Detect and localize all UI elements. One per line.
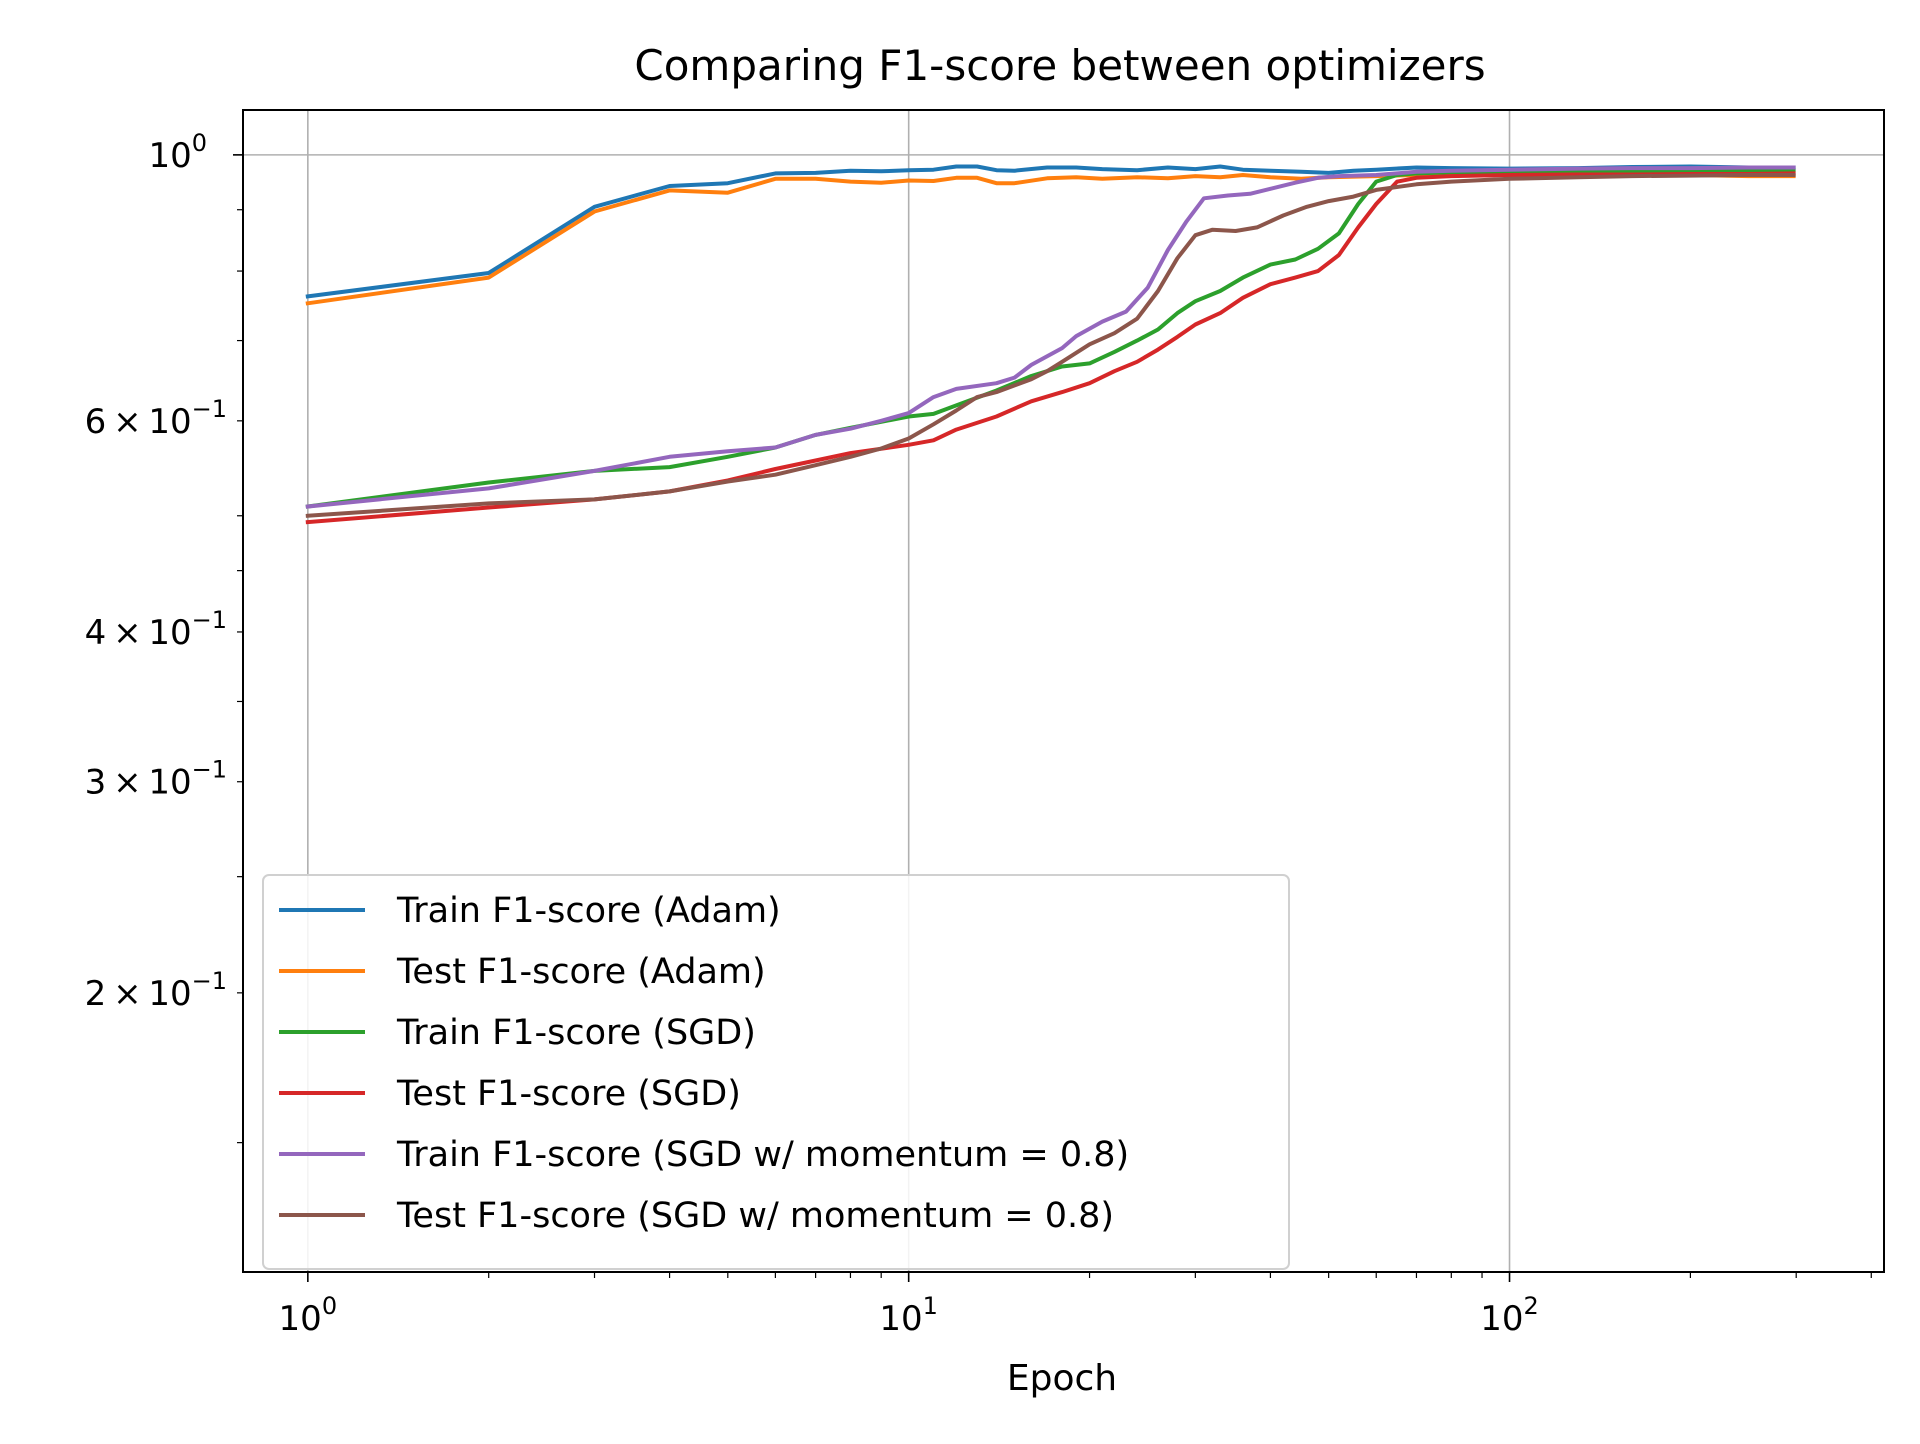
y-tick-label: 4 × 10−1	[85, 606, 227, 653]
y-tick-label: 100	[148, 129, 207, 176]
plot-frame	[242, 109, 1885, 1273]
legend-label-2: Test F1-score (Adam)	[396, 952, 766, 992]
legend-label-4: Test F1-score (SGD)	[396, 1074, 741, 1114]
y-tick-label: 2 × 10−1	[85, 967, 227, 1014]
y-tick-label: 3 × 10−1	[85, 756, 227, 803]
chart-title: Comparing F1-score between optimizers	[634, 41, 1485, 90]
y-tick-label: 6 × 10−1	[85, 395, 227, 442]
series-line-1	[305, 164, 1796, 299]
x-tick-label: 102	[1480, 1292, 1539, 1339]
legend-label-5: Train F1-score (SGD w/ momentum = 0.8)	[396, 1135, 1129, 1175]
legend: Train F1-score (Adam) Test F1-score (Adam…	[262, 874, 1290, 1270]
legend-box	[262, 874, 1290, 1270]
series-layer	[305, 164, 1796, 525]
x-tick-label: 101	[879, 1292, 938, 1339]
x-tick-label: 100	[279, 1292, 338, 1339]
legend-label-6: Test F1-score (SGD w/ momentum = 0.8)	[396, 1196, 1114, 1236]
tick-layer: 100 101 102 100 6 × 10−1 4 × 10−1 3 × 10−1 2 × …	[85, 129, 1872, 1339]
series-line-4	[305, 171, 1796, 525]
series-line-6	[305, 173, 1796, 518]
series-line-5	[305, 165, 1796, 509]
legend-label-1: Train F1-score (Adam)	[396, 891, 781, 931]
legend-label-3: Train F1-score (SGD)	[396, 1013, 756, 1053]
x-axis-label: Epoch	[1007, 1358, 1117, 1399]
